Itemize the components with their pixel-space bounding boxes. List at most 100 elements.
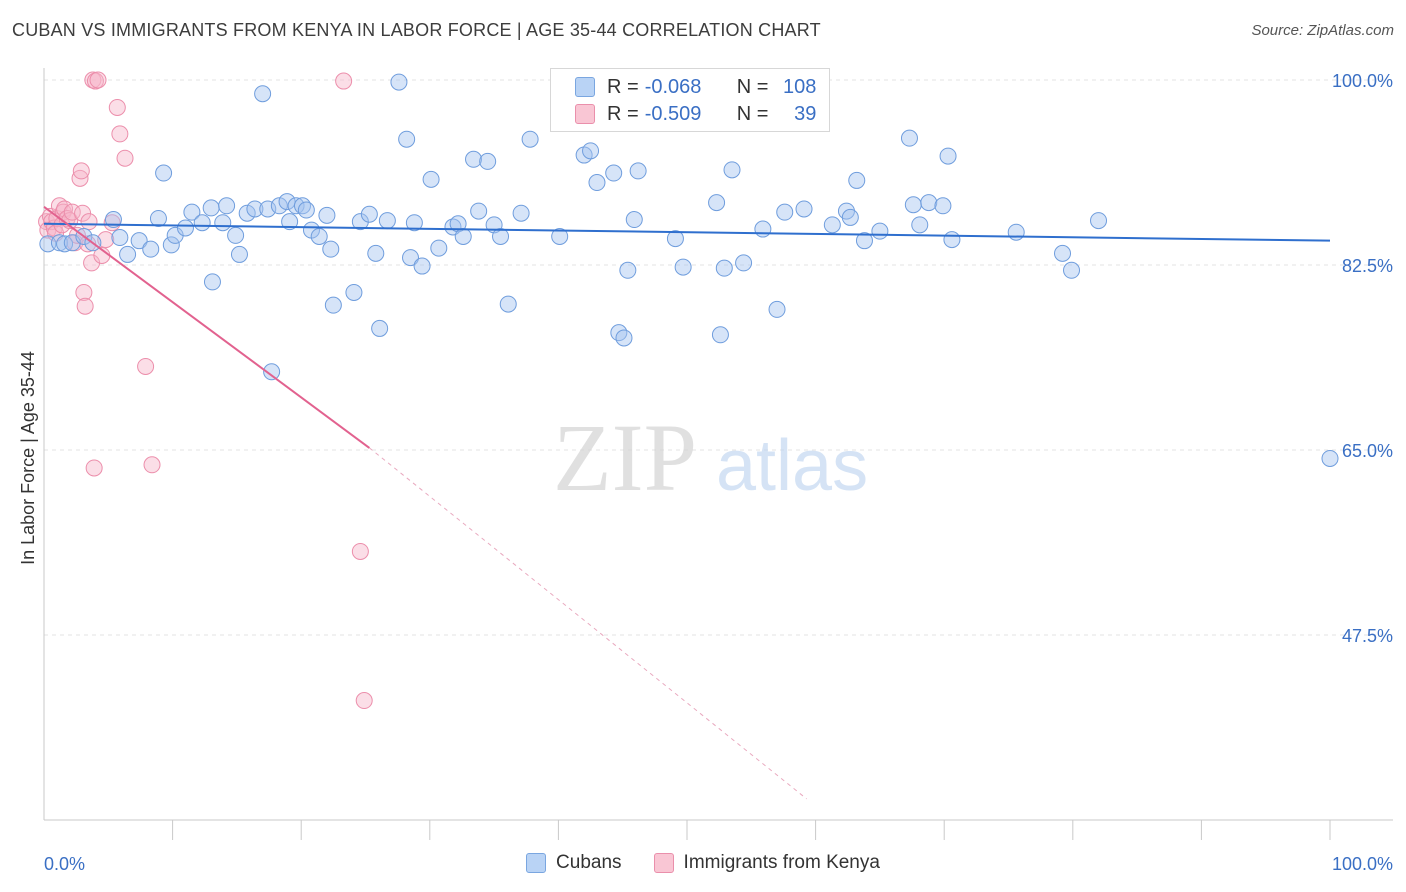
cuban-point xyxy=(50,234,68,252)
chart-title: CUBAN VS IMMIGRANTS FROM KENYA IN LABOR … xyxy=(12,20,821,40)
cuban-point xyxy=(287,197,305,215)
cuban-point xyxy=(588,174,606,192)
legend-label-kenya: Immigrants from Kenya xyxy=(683,852,880,873)
cuban-point xyxy=(155,164,173,182)
kenya-point xyxy=(351,542,369,560)
kenya-point xyxy=(143,456,161,474)
cuban-point xyxy=(666,230,684,248)
cuban-point xyxy=(183,203,201,221)
legend-row-kenya: R = -0.509 N = 39 xyxy=(575,102,816,126)
legend-row-cubans: R = -0.068 N = 108 xyxy=(575,75,816,99)
legend-n-label: N = xyxy=(736,75,769,98)
series-legend: Cubans Immigrants from Kenya xyxy=(0,852,1406,874)
y-axis-label: In Labor Force | Age 35-44 xyxy=(18,351,38,565)
watermark-atlas: atlas xyxy=(716,426,868,506)
cuban-point xyxy=(104,211,122,229)
cuban-point xyxy=(430,239,448,257)
legend-item-kenya[interactable]: Immigrants from Kenya xyxy=(653,852,880,874)
legend-r-label: R = xyxy=(607,102,639,125)
cuban-point xyxy=(390,73,408,91)
y-tick-label: 47.5% xyxy=(1342,626,1393,646)
cuban-point xyxy=(142,240,160,258)
kenya-point xyxy=(355,692,373,710)
cuban-point xyxy=(227,226,245,244)
kenya-point xyxy=(76,297,94,315)
kenya-trend-extension xyxy=(369,447,807,800)
kenya-point xyxy=(97,231,115,249)
kenya-point xyxy=(111,125,129,143)
cuban-point xyxy=(324,296,342,314)
cuban-point xyxy=(911,216,929,234)
cuban-point xyxy=(776,203,794,221)
x-tick-label: 100.0% xyxy=(1332,854,1393,874)
cuban-point xyxy=(263,363,281,381)
kenya-point xyxy=(85,459,103,477)
cuban-point xyxy=(405,214,423,232)
y-tick-label: 100.0% xyxy=(1332,71,1393,91)
cuban-point xyxy=(454,227,472,245)
cuban-point xyxy=(715,259,733,277)
cuban-point xyxy=(398,130,416,148)
y-tick-label: 82.5% xyxy=(1342,256,1393,276)
cuban-point xyxy=(1054,244,1072,262)
cuban-point xyxy=(492,227,510,245)
kenya-point xyxy=(75,283,93,301)
cuban-point xyxy=(367,244,385,262)
legend-label-cubans: Cubans xyxy=(556,852,622,873)
legend-swatch-kenya xyxy=(575,104,595,124)
kenya-point xyxy=(116,149,134,167)
cuban-point xyxy=(130,232,148,250)
cuban-point xyxy=(465,150,483,168)
cuban-point xyxy=(1090,212,1108,230)
cuban-point xyxy=(176,219,194,237)
cuban-point xyxy=(841,208,859,226)
cuban-point xyxy=(378,212,396,230)
cubans-trend-line xyxy=(43,222,1331,242)
axes xyxy=(43,68,1393,840)
kenya-point xyxy=(108,98,126,116)
cuban-point xyxy=(246,200,264,218)
cuban-point xyxy=(610,324,628,342)
tick-labels: 47.5% 65.0% 82.5% 100.0% 0.0% 100.0% xyxy=(44,71,1393,874)
cuban-point xyxy=(708,194,726,212)
cuban-point xyxy=(238,204,256,222)
cuban-point xyxy=(629,162,647,180)
cuban-point xyxy=(254,85,272,103)
cuban-point xyxy=(351,213,369,231)
kenya-point xyxy=(72,162,90,180)
legend-n-value: 39 xyxy=(794,102,817,125)
kenya-point xyxy=(74,204,92,222)
legend-r-value: -0.509 xyxy=(644,102,702,125)
cuban-point xyxy=(214,214,232,232)
cuban-point xyxy=(310,227,328,245)
legend-r-label: R = xyxy=(607,75,639,98)
legend-swatch-kenya xyxy=(653,853,674,873)
cubans-series xyxy=(39,73,1339,467)
cuban-point xyxy=(119,245,137,263)
cuban-point xyxy=(939,147,957,165)
cuban-point xyxy=(162,236,180,254)
cuban-point xyxy=(723,161,741,179)
cuban-point xyxy=(1007,223,1025,241)
cuban-point xyxy=(318,206,336,224)
cuban-point xyxy=(193,214,211,232)
cuban-point xyxy=(149,209,167,227)
cuban-point xyxy=(605,164,623,182)
legend-item-cubans[interactable]: Cubans xyxy=(526,852,622,874)
cuban-point xyxy=(795,200,813,218)
cuban-point xyxy=(615,329,633,347)
x-tick-label: 0.0% xyxy=(44,854,85,874)
cuban-point xyxy=(1321,449,1339,467)
watermark-zip: ZIP xyxy=(553,404,697,511)
cuban-point xyxy=(900,129,918,147)
kenya-series xyxy=(38,71,373,710)
kenya-trend-line xyxy=(43,206,370,449)
cuban-point xyxy=(470,202,488,220)
cuban-point xyxy=(360,205,378,223)
cuban-point xyxy=(943,231,961,249)
legend-swatch-cubans xyxy=(526,853,547,873)
legend-r-value: -0.068 xyxy=(644,75,702,98)
trend-lines xyxy=(43,206,1331,800)
legend-n-label: N = xyxy=(736,102,769,125)
